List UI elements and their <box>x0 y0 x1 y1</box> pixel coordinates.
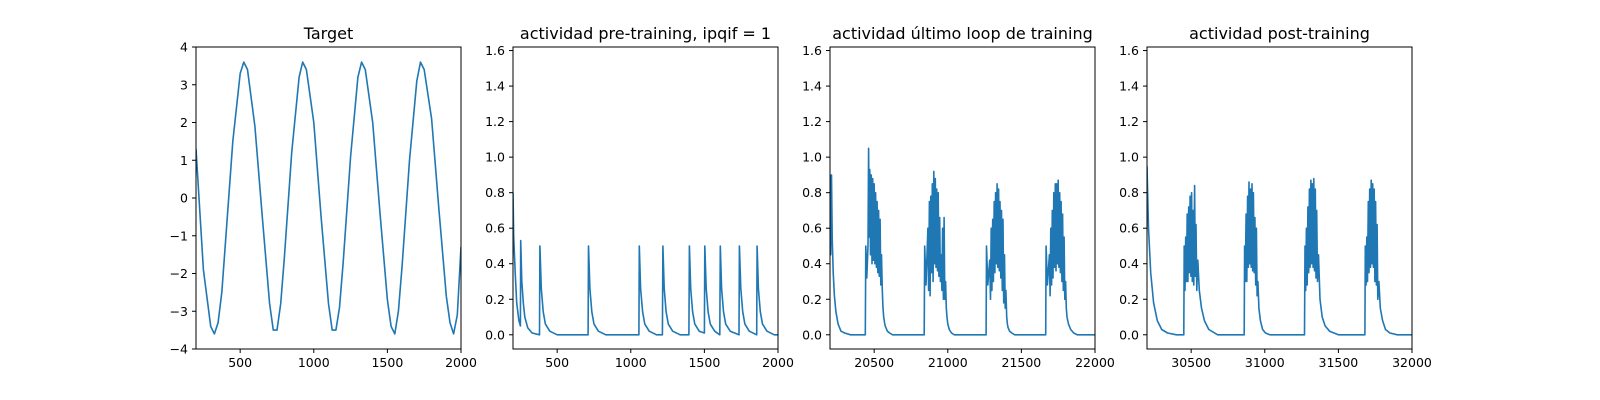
series-line <box>513 192 778 336</box>
x-tick-label: 32000 <box>1392 355 1432 370</box>
y-tick-label: 1.6 <box>1119 43 1139 58</box>
x-tick-label: 1000 <box>615 355 647 370</box>
y-tick-label: 1.2 <box>1119 114 1139 129</box>
y-tick-label: −1 <box>170 228 188 243</box>
x-tick-label: 20500 <box>854 355 894 370</box>
y-tick-label: 4 <box>180 40 188 55</box>
y-tick-label: 0.8 <box>1119 185 1139 200</box>
subplot-title: actividad último loop de training <box>832 24 1093 43</box>
x-tick-label: 30500 <box>1171 355 1211 370</box>
x-tick-label: 31500 <box>1319 355 1359 370</box>
y-tick-label: 0.6 <box>802 221 822 236</box>
y-tick-label: 1.0 <box>485 150 505 165</box>
y-tick-label: 0.0 <box>485 327 505 342</box>
y-tick-label: 3 <box>180 77 188 92</box>
series-line <box>1147 165 1412 336</box>
y-tick-label: 1.2 <box>485 114 505 129</box>
subplot-title: actividad post-training <box>1189 24 1370 43</box>
x-tick-label: 31000 <box>1245 355 1285 370</box>
y-tick-label: 0.6 <box>485 221 505 236</box>
y-tick-label: −4 <box>170 342 188 357</box>
y-tick-label: 0.8 <box>485 185 505 200</box>
y-tick-label: 0.6 <box>1119 221 1139 236</box>
y-tick-label: 0.4 <box>802 256 822 271</box>
y-tick-label: 1.2 <box>802 114 822 129</box>
x-tick-label: 1500 <box>688 355 720 370</box>
x-tick-label: 21500 <box>1002 355 1042 370</box>
y-tick-label: 0.2 <box>802 292 822 307</box>
y-tick-label: −2 <box>170 266 188 281</box>
subplot-3: actividad último loop de training 20500 21… <box>802 24 1115 370</box>
x-tick-label: 22000 <box>1075 355 1115 370</box>
y-tick-label: 2 <box>180 115 188 130</box>
y-tick-label: 1 <box>180 153 188 168</box>
y-tick-label: 1.6 <box>802 43 822 58</box>
series-line <box>830 147 1095 336</box>
axes-frame <box>1146 46 1413 350</box>
subplot-1: Target 500 1000 1500 2000 −4 −3 −2 −1 0 1 2 3 4 <box>170 24 477 370</box>
y-tick-label: 1.0 <box>802 150 822 165</box>
subplot-4: actividad post-training 30500 31000 31500 32… <box>1119 24 1432 370</box>
y-tick-label: 0.8 <box>802 185 822 200</box>
y-tick-label: 1.4 <box>802 79 822 94</box>
y-tick-label: 0.0 <box>802 327 822 342</box>
y-tick-label: 1.4 <box>485 79 505 94</box>
y-tick-label: 0.4 <box>485 256 505 271</box>
axes-frame <box>512 46 779 350</box>
y-tick-label: 1.0 <box>1119 150 1139 165</box>
subplot-title: actividad pre-training, ipqif = 1 <box>520 24 771 43</box>
y-tick-label: 0.2 <box>485 292 505 307</box>
x-tick-label: 21000 <box>928 355 968 370</box>
x-tick-label: 500 <box>228 355 252 370</box>
y-tick-label: −3 <box>170 304 188 319</box>
subplot-2: actividad pre-training, ipqif = 1 500 1000… <box>485 24 794 370</box>
subplots: Target 500 1000 1500 2000 −4 −3 −2 −1 0 1 2 3 4 activi… <box>170 24 1432 370</box>
x-tick-label: 500 <box>545 355 569 370</box>
x-tick-label: 2000 <box>762 355 794 370</box>
y-tick-label: 0.0 <box>1119 327 1139 342</box>
y-tick-label: 0.2 <box>1119 292 1139 307</box>
y-tick-label: 0 <box>180 191 188 206</box>
y-tick-label: 0.4 <box>1119 256 1139 271</box>
x-tick-label: 1000 <box>298 355 330 370</box>
x-tick-label: 2000 <box>445 355 477 370</box>
y-tick-label: 1.6 <box>485 43 505 58</box>
y-tick-label: 1.4 <box>1119 79 1139 94</box>
x-tick-label: 1500 <box>371 355 403 370</box>
subplot-title: Target <box>303 24 354 43</box>
series-line <box>196 61 461 335</box>
axes-frame <box>829 46 1096 350</box>
